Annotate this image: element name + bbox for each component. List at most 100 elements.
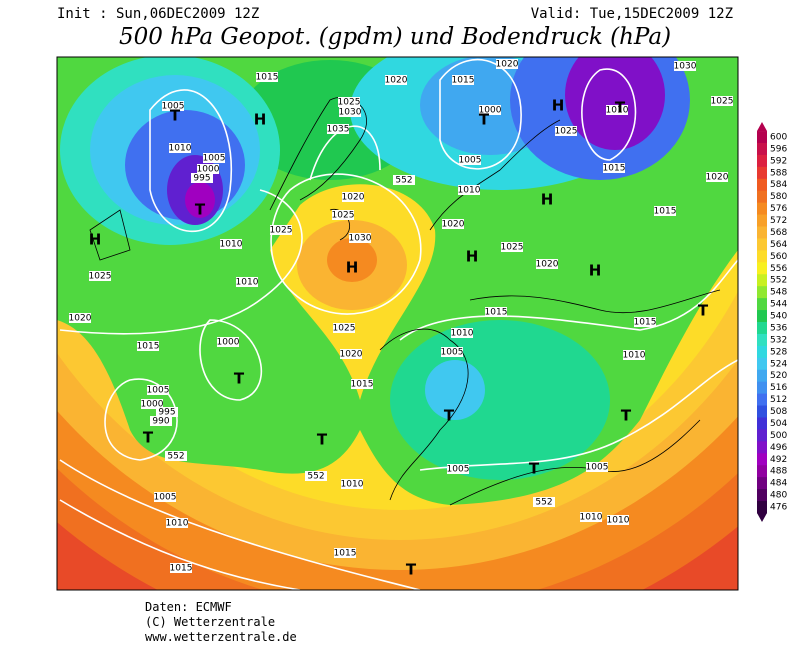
isobar-label-bg [623,350,645,360]
pressure-center: T [621,407,632,425]
isobar-label-bg [586,462,608,472]
isobar-label: 1020 [342,193,365,203]
isobar-label: 1005 [203,154,226,164]
colorbar-cell [757,322,767,335]
isobar-label-bg [603,163,625,173]
isobar-label: 1025 [501,243,524,253]
isobar-label-bg [166,518,188,528]
colorbar-label: 524 [770,359,787,369]
colorbar-label: 584 [770,180,787,190]
isobar-label-bg [141,399,163,409]
isobar-label: 1015 [170,564,193,574]
isobar-label: 1020 [706,173,729,183]
pressure-center: H [254,111,267,129]
colorbar-cell [757,238,767,251]
isobar-label: 1010 [166,519,189,529]
isobar-label: 1005 [154,493,177,503]
isobar-label-bg [236,277,258,287]
isobar-label-bg [339,107,361,117]
isobar-label: 990 [152,417,169,427]
pressure-center: T [444,407,455,425]
isobar-label-bg [334,548,356,558]
isobar-label-bg [452,75,474,85]
geopotential-label: 552 [535,498,552,508]
colorbar-label: 476 [770,503,787,513]
colorbar-cell [757,489,767,502]
isobar-label-bg [197,164,219,174]
isobar-label: 1000 [479,106,502,116]
colorbar-label: 484 [770,479,787,489]
isobar-label: 1025 [338,98,361,108]
isobar-label-bg [451,328,473,338]
isobar-label: 1010 [236,278,259,288]
isobar-label-bg [706,172,728,182]
isobar-label: 1020 [442,220,465,230]
isobar-label-bg [89,271,111,281]
isobar-label-bg [220,239,242,249]
isobar-label: 1010 [220,240,243,250]
pressure-center: H [541,191,554,209]
isobar-label-bg [479,105,501,115]
pressure-center: H [346,259,359,277]
colorbar-arrow-bottom [757,512,767,522]
colorbar-cell [757,286,767,299]
colorbar-label: 540 [770,312,787,322]
isobar-label: 1030 [349,234,372,244]
colorbar-label: 516 [770,383,787,393]
colorbar-cell [757,441,767,454]
map-title: 500 hPa Geopot. (gpdm) und Bodendruck (h… [119,24,671,50]
isobar-label: 1020 [69,314,92,324]
colorbar-label: 556 [770,264,787,274]
map-frame [56,56,739,591]
colorbar-label: 480 [770,491,787,501]
pressure-center: T [143,429,154,447]
isobar-label: 1000 [197,165,220,175]
isobar-label-bg [137,341,159,351]
colorbar-cell [757,310,767,323]
isobar-label-bg [458,185,480,195]
isobar-label-bg [203,153,225,163]
colorbar-label: 580 [770,192,787,202]
colorbar-cell [757,333,767,347]
colorbar-label: 520 [770,371,787,381]
colorbar-cell [757,393,767,407]
colorbar-cell [757,214,767,228]
colorbar-cell [757,250,767,263]
colorbar-arrow-top [757,122,767,132]
isobar-label: 1015 [351,380,374,390]
pressure-center: T [234,370,245,388]
isobar-label-bg [654,206,676,216]
colorbar-label: 564 [770,240,787,250]
pressure-center: T [195,201,206,219]
isobar-label-bg [341,479,363,489]
isobar-label-bg [338,97,360,107]
isobar-label-bg [150,416,172,426]
isobar-label-bg [156,407,178,417]
isobar-label-bg [447,464,469,474]
footer-source: Daten: ECMWF [145,600,232,614]
isobar-label-bg [169,143,191,153]
isobar-label-bg [441,347,463,357]
isobar-label-bg [154,492,176,502]
isobar-label: 1015 [603,164,626,174]
isobar-label: 1010 [341,480,364,490]
geopotential-label-bg [533,497,555,507]
isobar-label: 1020 [496,60,519,70]
isobar-label: 1010 [623,351,646,361]
isobar-label: 995 [158,408,175,418]
colorbar-label: 572 [770,216,787,226]
isobar-label-bg [607,515,629,525]
colorbar-label: 552 [770,276,787,286]
isobar-label: 1010 [458,186,481,196]
isobar-label: 1005 [459,156,482,166]
geopotential-label-bg [393,175,415,185]
colorbar-cell [757,202,767,216]
isobar-label: 995 [193,174,210,184]
isobar-label: 1015 [654,207,677,217]
isobar-label-bg [147,385,169,395]
colorbar-label: 600 [770,133,787,143]
isobar-label-bg [342,192,364,202]
